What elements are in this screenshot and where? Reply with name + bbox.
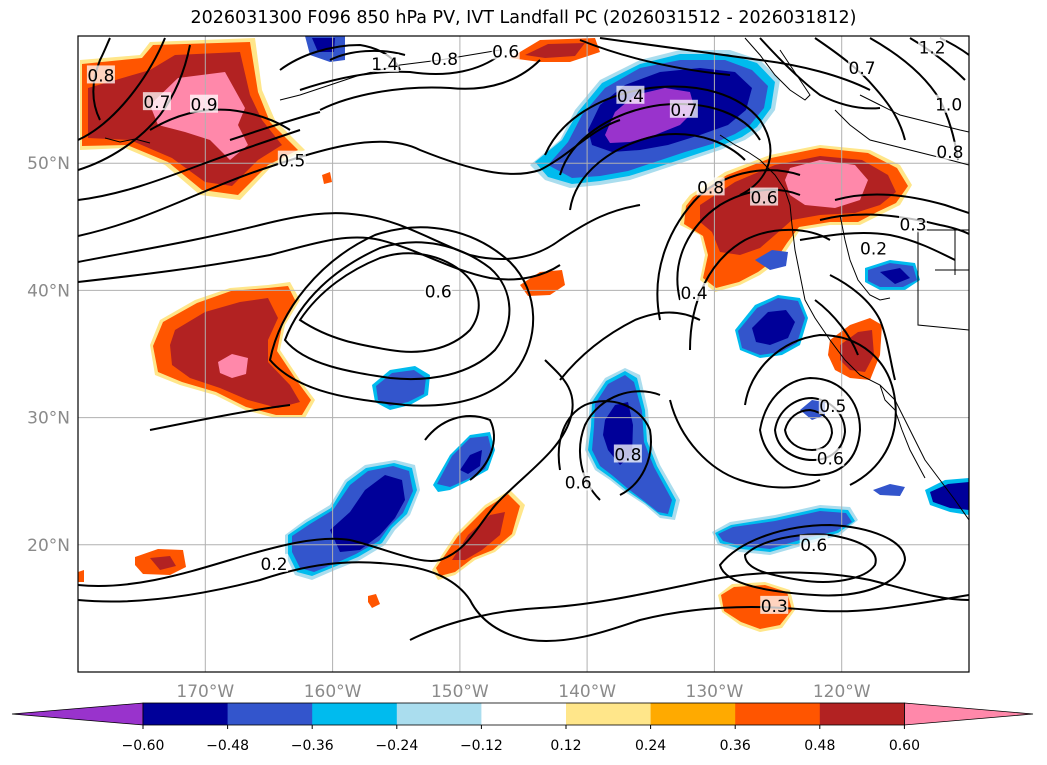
contour-label-bg: [816, 448, 845, 467]
contour-label-bg: [848, 57, 877, 76]
colorbar-tick-label: −0.24: [375, 738, 418, 754]
lon-tick-label: 150°W: [431, 682, 489, 702]
contour-label-bg: [696, 177, 725, 196]
colorbar-bin: [481, 703, 567, 725]
contour-label-bg: [142, 92, 171, 111]
contour-label: 0.6: [751, 189, 778, 209]
contour-label-bg: [818, 396, 847, 415]
colorbar-tick-label: 0.60: [889, 738, 920, 754]
contour-label: 0.6: [800, 536, 827, 556]
lon-tick-labels: 170°W 160°W 150°W 140°W 130°W 120°W: [176, 682, 870, 702]
colorbar-tick-label: 0.12: [550, 738, 581, 754]
map-frame: [77, 35, 970, 673]
contour-label-bg: [260, 553, 289, 572]
lon-tick-label: 160°W: [304, 682, 362, 702]
contour-label-bg: [799, 534, 828, 553]
lon-tick-label: 140°W: [558, 682, 616, 702]
colorbar: −0.60 −0.48 −0.36 −0.24 −0.12 0.12 0.24 0.36 0.4…: [11, 702, 1034, 754]
colorbar-bin: [143, 703, 229, 725]
colorbar-bin: [650, 703, 736, 725]
contour-label: 0.7: [849, 59, 876, 79]
lon-tick-label: 130°W: [686, 682, 744, 702]
contour-label: 0.6: [565, 473, 592, 493]
lon-tick-label: 170°W: [176, 682, 234, 702]
colorbar-outline: [142, 702, 905, 726]
contour-label: 0.8: [697, 178, 724, 198]
contour-label: 0.7: [670, 101, 697, 121]
contour-label: 0.8: [431, 50, 458, 70]
lat-tick-label: 40°N: [27, 281, 70, 301]
colorbar-tick-label: −0.12: [460, 738, 503, 754]
colorbar-tick-label: 0.36: [720, 738, 751, 754]
contour-label-bg: [190, 94, 219, 113]
lat-tick-label: 20°N: [27, 536, 70, 556]
contour-label: 0.8: [87, 66, 114, 86]
contour-label-bg: [564, 472, 593, 491]
contour-label-bg: [613, 444, 642, 463]
contour-label: 0.9: [190, 96, 217, 116]
contour-label-bg: [86, 65, 115, 84]
contour-label-bg: [616, 85, 645, 104]
contour-labels: 0.8 0.7 0.9 0.5 1.4 0.8 0.6 0.4 0.7 0.8 0.6 0.7 1.2 1…: [86, 37, 964, 617]
contour-label-bg: [491, 41, 520, 60]
contour-label: 1.0: [935, 96, 962, 116]
contour-label: 0.8: [614, 445, 641, 465]
contour-label-bg: [859, 238, 888, 257]
contours: [78, 37, 969, 642]
lat-tick-labels: 20°N 30°N 40°N 50°N: [27, 154, 70, 556]
colorbar-bin: [396, 703, 482, 725]
lon-tick-label: 120°W: [813, 682, 871, 702]
contour-label: 0.2: [860, 239, 887, 259]
contour-label: 0.8: [936, 143, 963, 163]
contour-label: 0.6: [492, 42, 519, 62]
contour-label-bg: [760, 595, 789, 614]
contour-label: 0.3: [761, 597, 788, 617]
contour-label-bg: [935, 141, 964, 160]
lat-tick-label: 30°N: [27, 409, 70, 429]
colorbar-tick-label: −0.36: [291, 738, 334, 754]
figure-title: 2026031300 F096 850 hPa PV, IVT Landfall…: [190, 8, 857, 28]
colorbar-bin: [566, 703, 652, 725]
contour-label: 0.3: [899, 215, 926, 235]
contour-label-bg: [277, 150, 306, 169]
colorbar-bin: [227, 703, 313, 725]
colorbar-extend-low: [11, 702, 144, 726]
contour-label: 0.7: [143, 93, 170, 113]
contour-label: 1.4: [371, 55, 398, 75]
contour-label: 0.6: [425, 283, 452, 303]
contour-label-bg: [669, 99, 698, 118]
contour-label: 0.6: [817, 449, 844, 469]
colorbar-tick-label: 0.24: [635, 738, 666, 754]
contour-label-bg: [918, 37, 947, 56]
colorbar-bin: [735, 703, 821, 725]
map-content: 0.8 0.7 0.9 0.5 1.4 0.8 0.6 0.4 0.7 0.8 0.6 0.7 1.2 1…: [78, 36, 969, 672]
lat-tick-label: 50°N: [27, 154, 70, 174]
contour-label-bg: [424, 281, 453, 300]
contour-label-bg: [370, 53, 399, 72]
contour-label: 1.2: [919, 38, 946, 58]
contour-label-bg: [680, 282, 709, 301]
contour-label-bg: [750, 187, 779, 206]
contour-label: 0.4: [681, 284, 708, 304]
contour-label: 0.5: [819, 397, 846, 417]
contour-label: 0.5: [278, 152, 305, 172]
negative-shading: [285, 36, 969, 580]
colorbar-bin: [312, 703, 398, 725]
colorbar-extend-high: [904, 702, 1034, 726]
contour-label: 0.2: [260, 555, 287, 575]
contour-label-bg: [934, 94, 963, 113]
contour-label-bg: [898, 214, 927, 233]
colorbar-tick-label: −0.60: [122, 738, 165, 754]
contour-label-bg: [430, 48, 459, 67]
colorbar-bin: [819, 703, 905, 725]
positive-shading: [78, 38, 912, 632]
colorbar-tick-label: −0.48: [206, 738, 249, 754]
colorbar-tick-label: 0.48: [804, 738, 835, 754]
contour-label: 0.4: [617, 87, 644, 107]
